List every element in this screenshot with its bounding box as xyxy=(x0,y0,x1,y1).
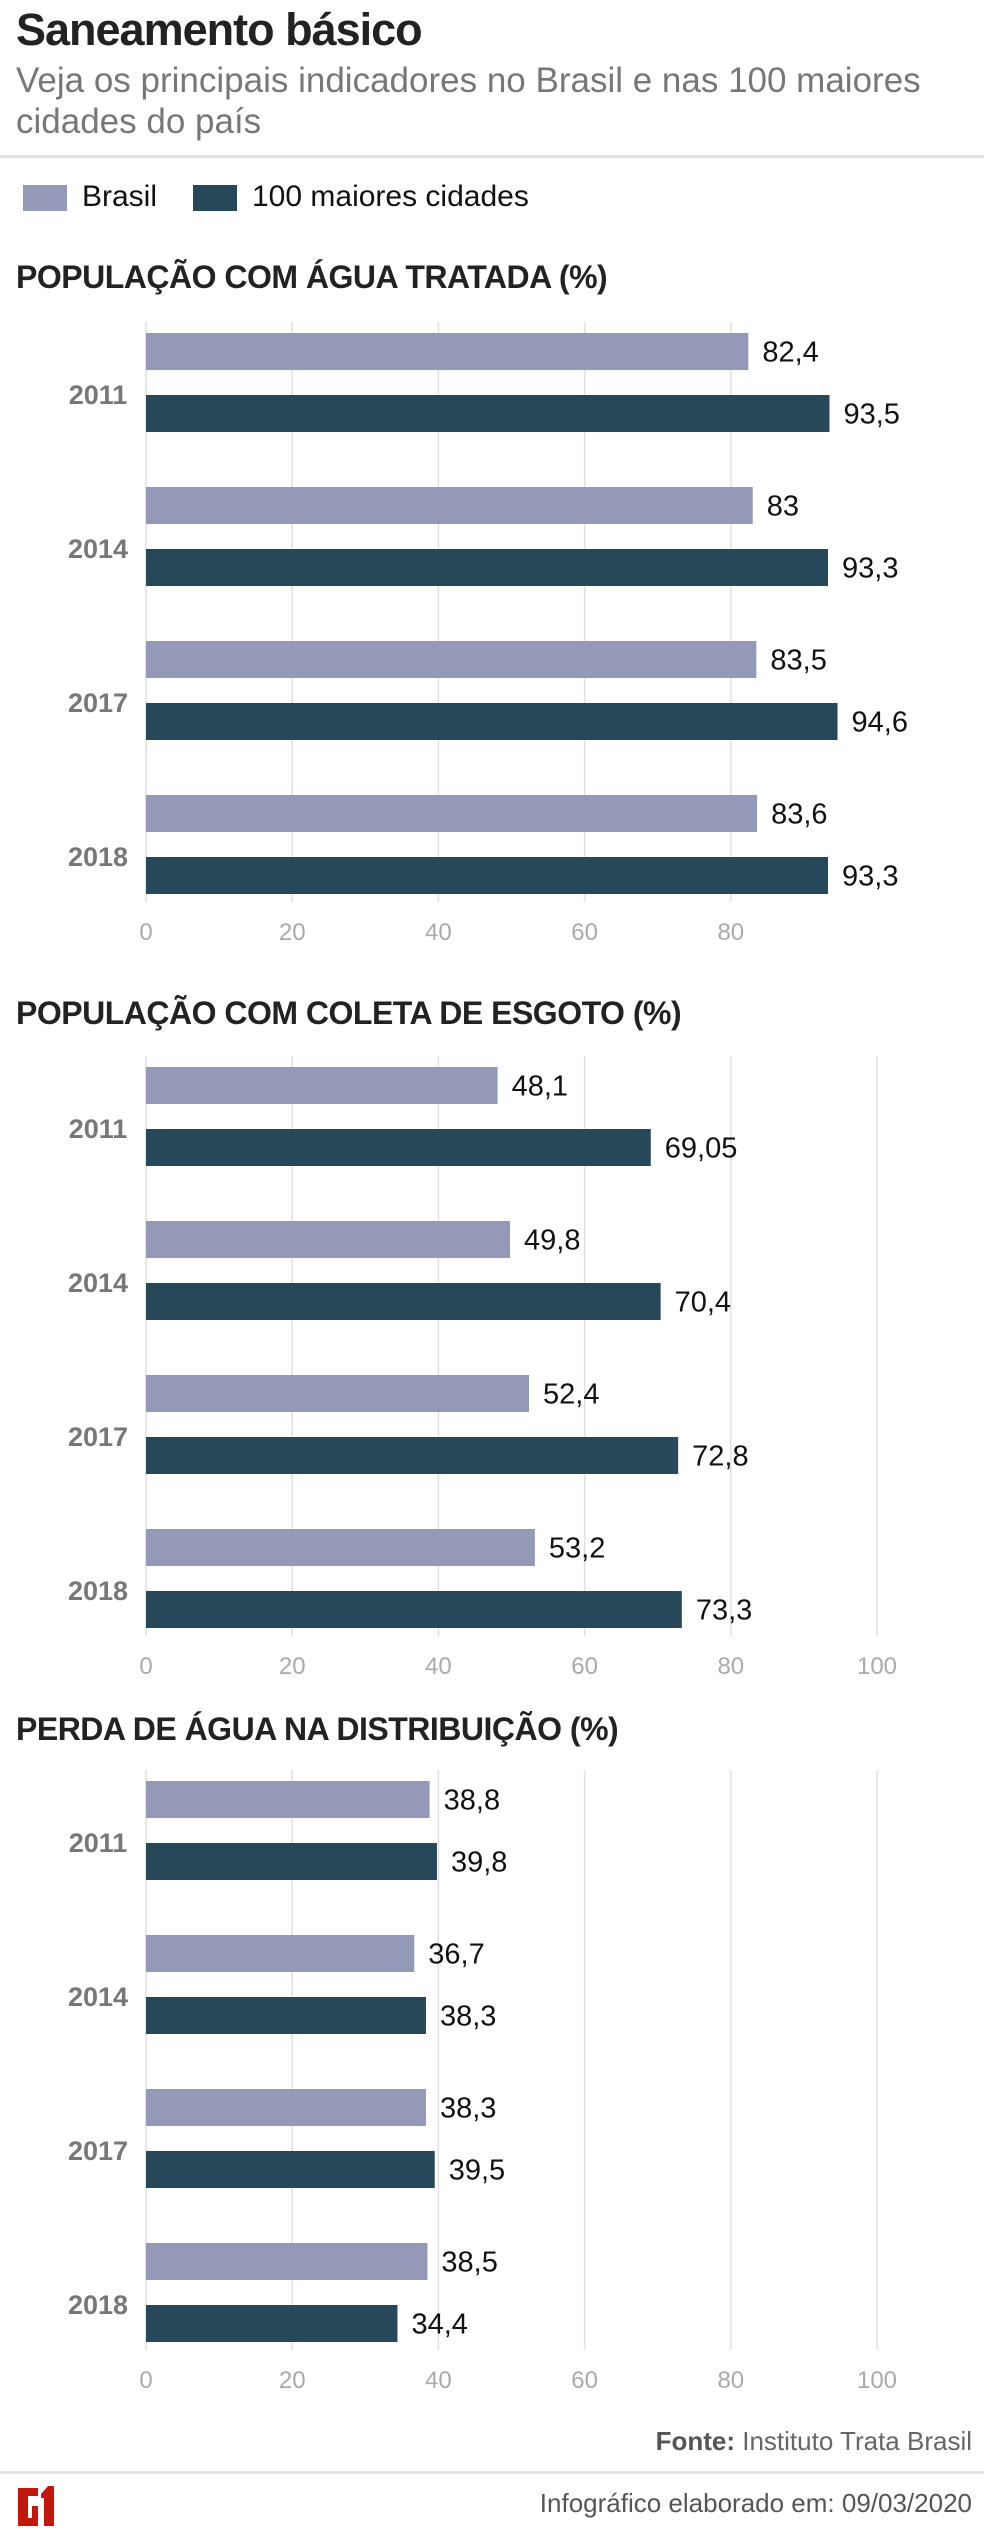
legend-swatch-cidades xyxy=(193,185,237,211)
bar-brasil xyxy=(146,1221,511,1258)
value-label: 82,4 xyxy=(762,337,818,369)
value-label: 38,8 xyxy=(444,1785,500,1817)
value-label: 52,4 xyxy=(543,1379,599,1411)
x-tick-label: 80 xyxy=(717,1653,744,1680)
value-label: 93,3 xyxy=(842,553,898,585)
bar-brasil xyxy=(146,487,753,524)
header-divider xyxy=(0,155,984,158)
bar-100-cidades xyxy=(146,395,830,432)
value-label: 36,7 xyxy=(428,1939,484,1971)
year-label: 2017 xyxy=(68,2136,128,2166)
value-label: 83,6 xyxy=(771,799,827,831)
value-label: 93,3 xyxy=(842,861,898,893)
legend-label-cidades: 100 maiores cidades xyxy=(252,180,529,213)
source-note: Fonte: Instituto Trata Brasil xyxy=(656,2426,972,2457)
value-label: 38,3 xyxy=(440,2001,496,2033)
year-label: 2018 xyxy=(68,2290,128,2320)
chart-title-perda-agua: PERDA DE ÁGUA NA DISTRIBUIÇÃO (%) xyxy=(16,1711,619,1747)
bar-brasil xyxy=(146,1375,530,1412)
x-tick-label: 0 xyxy=(139,2367,152,2394)
g1-logo xyxy=(18,2486,54,2526)
created-date: Infográfico elaborado em: 09/03/2020 xyxy=(539,2488,972,2518)
page-title: Saneamento básico xyxy=(16,4,423,55)
value-label: 83,5 xyxy=(770,645,826,677)
x-tick-label: 20 xyxy=(279,1653,306,1680)
bar-100-cidades xyxy=(146,1843,437,1880)
x-tick-label: 60 xyxy=(571,919,598,946)
value-label: 70,4 xyxy=(675,1287,731,1319)
page-subtitle: Veja os principais indicadores no Brasil… xyxy=(16,61,921,141)
year-label: 2017 xyxy=(68,688,128,718)
source-label: Fonte: xyxy=(655,2426,735,2456)
x-tick-label: 20 xyxy=(279,919,306,946)
value-label: 69,05 xyxy=(665,1133,738,1165)
bar-brasil xyxy=(146,795,758,832)
value-label: 38,3 xyxy=(440,2093,496,2125)
value-label: 34,4 xyxy=(411,2309,467,2341)
chart-agua-tratada: 0 20 40 60 80 2011 82,4 93,5 2014 83 93,3 2017 83,5 9… xyxy=(68,322,908,946)
bar-100-cidades xyxy=(146,2305,398,2342)
chart-title-agua-tratada: POPULAÇÃO COM ÁGUA TRATADA (%) xyxy=(16,259,608,295)
chart-title-coleta-esgoto: POPULAÇÃO COM COLETA DE ESGOTO (%) xyxy=(16,995,682,1031)
value-label: 93,5 xyxy=(843,399,899,431)
x-tick-label: 60 xyxy=(571,2367,598,2394)
bar-100-cidades xyxy=(146,1437,679,1474)
year-label: 2011 xyxy=(69,1114,128,1144)
value-label: 72,8 xyxy=(692,1441,748,1473)
year-label: 2011 xyxy=(69,1828,128,1858)
footer-divider xyxy=(0,2471,984,2474)
legend-label-brasil: Brasil xyxy=(82,180,158,213)
bar-brasil xyxy=(146,2243,428,2280)
x-tick-label: 0 xyxy=(139,919,152,946)
x-tick-label: 60 xyxy=(571,1653,598,1680)
bar-100-cidades xyxy=(146,1591,682,1628)
x-tick-label: 20 xyxy=(279,2367,306,2394)
value-label: 94,6 xyxy=(852,707,908,739)
x-tick-label: 40 xyxy=(425,2367,452,2394)
bar-brasil xyxy=(146,1781,430,1818)
year-label: 2018 xyxy=(68,1576,128,1606)
x-tick-label: 40 xyxy=(425,919,452,946)
x-tick-label: 40 xyxy=(425,1653,452,1680)
value-label: 39,5 xyxy=(449,2155,505,2187)
bar-100-cidades xyxy=(146,857,829,894)
bar-100-cidades xyxy=(146,1129,651,1166)
x-tick-label: 100 xyxy=(857,2367,897,2394)
bar-100-cidades xyxy=(146,1283,661,1320)
year-label: 2014 xyxy=(68,1982,128,2012)
year-label: 2017 xyxy=(68,1422,128,1452)
bar-brasil xyxy=(146,1935,415,1972)
x-tick-label: 100 xyxy=(857,1653,897,1680)
source-text: Instituto Trata Brasil xyxy=(742,2426,972,2456)
value-label: 38,5 xyxy=(441,2247,497,2279)
bar-brasil xyxy=(146,1067,498,1104)
value-label: 39,8 xyxy=(451,1847,507,1879)
value-label: 49,8 xyxy=(524,1225,580,1257)
bar-100-cidades xyxy=(146,1997,426,2034)
value-label: 53,2 xyxy=(549,1533,605,1565)
year-label: 2011 xyxy=(69,380,128,410)
bar-100-cidades xyxy=(146,549,829,586)
year-label: 2018 xyxy=(68,842,128,872)
value-label: 73,3 xyxy=(696,1595,752,1627)
bar-brasil xyxy=(146,2089,426,2126)
value-label: 48,1 xyxy=(512,1071,568,1103)
legend-swatch-brasil xyxy=(23,185,67,211)
bar-brasil xyxy=(146,333,749,370)
bar-brasil xyxy=(146,641,757,678)
year-label: 2014 xyxy=(68,1268,128,1298)
x-tick-label: 80 xyxy=(717,2367,744,2394)
bar-brasil xyxy=(146,1529,535,1566)
chart-coleta-esgoto: 0 20 40 60 80 100 2011 48,1 69,05 2014 49,8 70,4 201… xyxy=(68,1056,897,1680)
chart-perda-agua: 0 20 40 60 80 100 2011 38,8 39,8 2014 36,7 38,3 2017… xyxy=(68,1770,897,2394)
bar-100-cidades xyxy=(146,2151,435,2188)
x-tick-label: 80 xyxy=(717,919,744,946)
x-tick-label: 0 xyxy=(139,1653,152,1680)
value-label: 83 xyxy=(767,491,799,523)
bar-100-cidades xyxy=(146,703,838,740)
year-label: 2014 xyxy=(68,534,128,564)
